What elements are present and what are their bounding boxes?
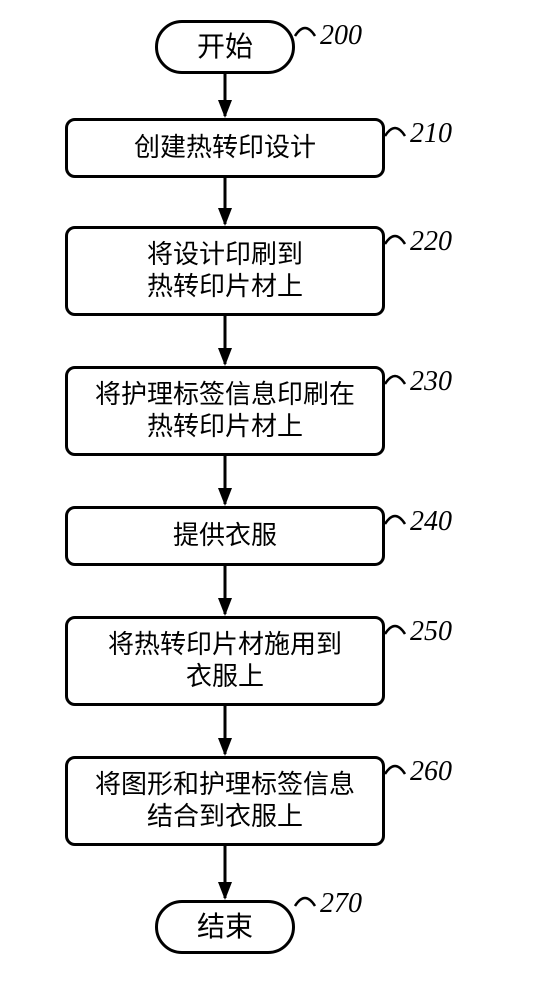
ref-230: 230: [410, 366, 452, 398]
ref-210: 210: [410, 118, 452, 150]
node-230: 将护理标签信息印刷在 热转印片材上: [65, 366, 385, 456]
node-start-text: 开始: [197, 30, 253, 65]
node-end: 结束: [155, 900, 295, 954]
node-240: 提供衣服: [65, 506, 385, 566]
node-210: 创建热转印设计: [65, 118, 385, 178]
node-260-text: 将图形和护理标签信息 结合到衣服上: [95, 769, 355, 834]
node-220-text: 将设计印刷到 热转印片材上: [147, 239, 303, 304]
node-start: 开始: [155, 20, 295, 74]
node-240-text: 提供衣服: [173, 520, 277, 553]
ref-240: 240: [410, 506, 452, 538]
ref-270: 270: [320, 888, 362, 920]
node-250: 将热转印片材施用到 衣服上: [65, 616, 385, 706]
node-end-text: 结束: [197, 910, 253, 945]
node-250-text: 将热转印片材施用到 衣服上: [108, 629, 342, 694]
ref-260: 260: [410, 756, 452, 788]
node-230-text: 将护理标签信息印刷在 热转印片材上: [95, 379, 355, 444]
ref-200: 200: [320, 20, 362, 52]
flowchart-canvas: 开始 200 创建热转印设计 210 将设计印刷到 热转印片材上 220 将护理…: [0, 0, 537, 1000]
ref-250: 250: [410, 616, 452, 648]
node-210-text: 创建热转印设计: [134, 132, 316, 165]
ref-220: 220: [410, 226, 452, 258]
node-260: 将图形和护理标签信息 结合到衣服上: [65, 756, 385, 846]
node-220: 将设计印刷到 热转印片材上: [65, 226, 385, 316]
